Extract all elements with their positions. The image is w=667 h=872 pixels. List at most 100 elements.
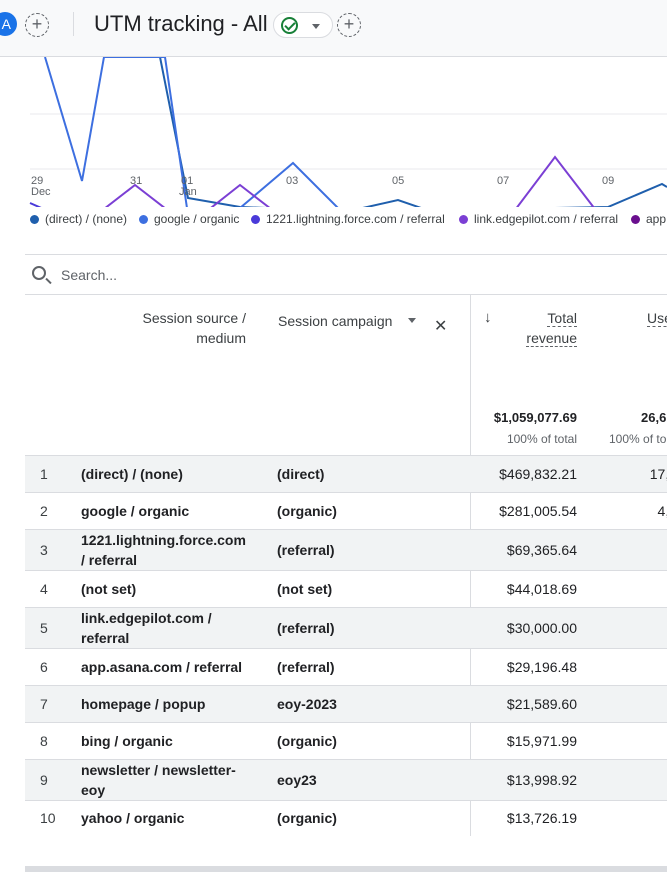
revenue-cell: $69,365.64 (506, 542, 577, 558)
column-header-source[interactable]: Session source / medium (100, 308, 247, 348)
column-header-users[interactable]: Use (647, 308, 667, 328)
column-header-label: Session source / (142, 310, 247, 326)
series-line-direct (159, 56, 667, 220)
legend-label: 1221.lightning.force.com / referral (266, 212, 445, 226)
column-header-campaign[interactable]: Session campaign (278, 313, 393, 329)
legend-item[interactable]: 1221.lightning.force.com / referral (251, 212, 445, 226)
legend-label: google / organic (154, 212, 240, 226)
table-row[interactable]: 2 google / organic (organic) $281,005.54 4,1 (25, 492, 667, 529)
source-medium-cell: newsletter / newsletter- (81, 762, 236, 778)
revenue-cell: $281,005.54 (499, 503, 577, 519)
source-medium-cell: bing / organic (81, 733, 173, 749)
line-chart (0, 56, 667, 228)
x-tick-label: 01 (181, 175, 194, 187)
source-medium-cell: yahoo / organic (81, 810, 185, 826)
column-header-label: Total (547, 310, 577, 327)
revenue-cell: $13,998.92 (506, 772, 577, 788)
revenue-cell: $15,971.99 (506, 733, 577, 749)
search-input[interactable] (61, 264, 361, 286)
column-header-revenue[interactable]: Total revenue (500, 308, 577, 348)
total-revenue-percent: 100% of total (506, 432, 577, 446)
x-tick-label: 09 (602, 175, 615, 187)
row-index: 5 (40, 620, 48, 636)
campaign-cell: (not set) (277, 581, 333, 597)
status-dropdown[interactable] (273, 12, 333, 38)
series-line-lightning (29, 202, 667, 227)
add-button[interactable]: + (25, 13, 49, 37)
column-header-label: Use (647, 310, 667, 327)
x-tick-sublabel: Dec (31, 186, 51, 198)
table-row[interactable]: 6 app.asana.com / referral (referral) $29,1… (25, 648, 667, 685)
row-index: 7 (40, 696, 48, 712)
column-header-label: medium (196, 330, 246, 346)
users-cell: 4,1 (657, 503, 667, 519)
source-medium-cell: homepage / popup (81, 696, 206, 712)
legend-dot (631, 215, 640, 224)
x-tick-label: 03 (286, 175, 299, 187)
source-medium-cell: 1221.lightning.force.com (81, 532, 246, 548)
legend-item[interactable]: link.edgepilot.com / referral (459, 212, 618, 226)
check-circle-icon (281, 17, 298, 34)
source-medium-cell: (not set) (81, 581, 137, 597)
line-chart-svg (29, 56, 667, 228)
legend-item[interactable]: (direct) / (none) (30, 212, 127, 226)
x-tick-label: 07 (497, 175, 510, 187)
account-avatar[interactable]: A (0, 12, 17, 36)
legend-label: link.edgepilot.com / referral (474, 212, 619, 226)
table-row[interactable]: 10 yahoo / organic (organic) $13,726.19 (25, 800, 667, 836)
divider (25, 254, 667, 255)
campaign-cell: eoy23 (277, 772, 317, 788)
legend-dot (251, 215, 260, 224)
revenue-cell: $44,018.69 (506, 581, 577, 597)
total-users-percent: 100% of to (609, 432, 667, 446)
x-tick-label: 29 (31, 175, 44, 187)
row-index: 10 (40, 810, 56, 826)
source-medium-cell: google / organic (81, 503, 190, 519)
chevron-down-icon[interactable] (408, 318, 416, 323)
table-row[interactable]: 3 1221.lightning.force.com / referral (refe… (25, 529, 667, 570)
column-header-label: revenue (526, 330, 577, 347)
table-row[interactable]: 9 newsletter / newsletter-eoy eoy23 $13,998… (25, 759, 667, 800)
chevron-down-icon (312, 24, 320, 29)
report-header: A + UTM tracking - All + (0, 0, 667, 57)
campaign-cell: (referral) (277, 659, 335, 675)
x-tick-label: 05 (392, 175, 405, 187)
table-row[interactable]: 4(not set)(not set)$44,018.693 (25, 570, 667, 607)
add-comparison-button[interactable]: + (337, 13, 361, 37)
source-medium-cell: app.asana.com / referral (81, 659, 243, 675)
campaign-cell: (referral) (277, 620, 335, 636)
total-users: 26,6 (641, 410, 667, 425)
legend-item[interactable]: google / organic (139, 212, 239, 226)
row-index: 8 (40, 733, 48, 749)
source-medium-cell: referral (81, 630, 130, 646)
divider (25, 294, 667, 295)
table-search (25, 255, 667, 295)
table-row[interactable]: 1 (direct) / (none) (direct) $469,832.21 17,… (25, 455, 667, 492)
campaign-cell: (direct) (277, 466, 325, 482)
row-index: 3 (40, 542, 48, 558)
row-index: 4 (40, 581, 48, 597)
revenue-cell: $21,589.60 (506, 696, 577, 712)
header-divider (73, 12, 74, 36)
horizontal-scrollbar[interactable] (25, 866, 667, 872)
source-medium-cell: link.edgepilot.com / (81, 610, 212, 626)
campaign-cell: eoy-2023 (277, 696, 337, 712)
sort-arrow-icon[interactable]: ↓ (484, 309, 492, 326)
campaign-cell: (organic) (277, 810, 337, 826)
close-icon[interactable]: ✕ (434, 318, 448, 335)
source-medium-cell: eoy (81, 782, 106, 798)
campaign-cell: (organic) (277, 733, 337, 749)
row-index: 2 (40, 503, 48, 519)
revenue-cell: $30,000.00 (506, 620, 577, 636)
legend-item[interactable]: app (631, 212, 666, 226)
x-tick-sublabel: Jan (179, 186, 197, 198)
revenue-cell: $13,726.19 (506, 810, 577, 826)
row-index: 9 (40, 772, 48, 788)
series-line-edgepilot (30, 155, 667, 228)
users-cell: 17,5 (649, 466, 667, 482)
total-revenue: $1,059,077.69 (493, 410, 577, 425)
table-row[interactable]: 5 link.edgepilot.com / referral (referral) $… (25, 607, 667, 648)
x-tick-label: 31 (130, 175, 143, 187)
table-row[interactable]: 7 homepage / popup eoy-2023 $21,589.60 (25, 685, 667, 722)
